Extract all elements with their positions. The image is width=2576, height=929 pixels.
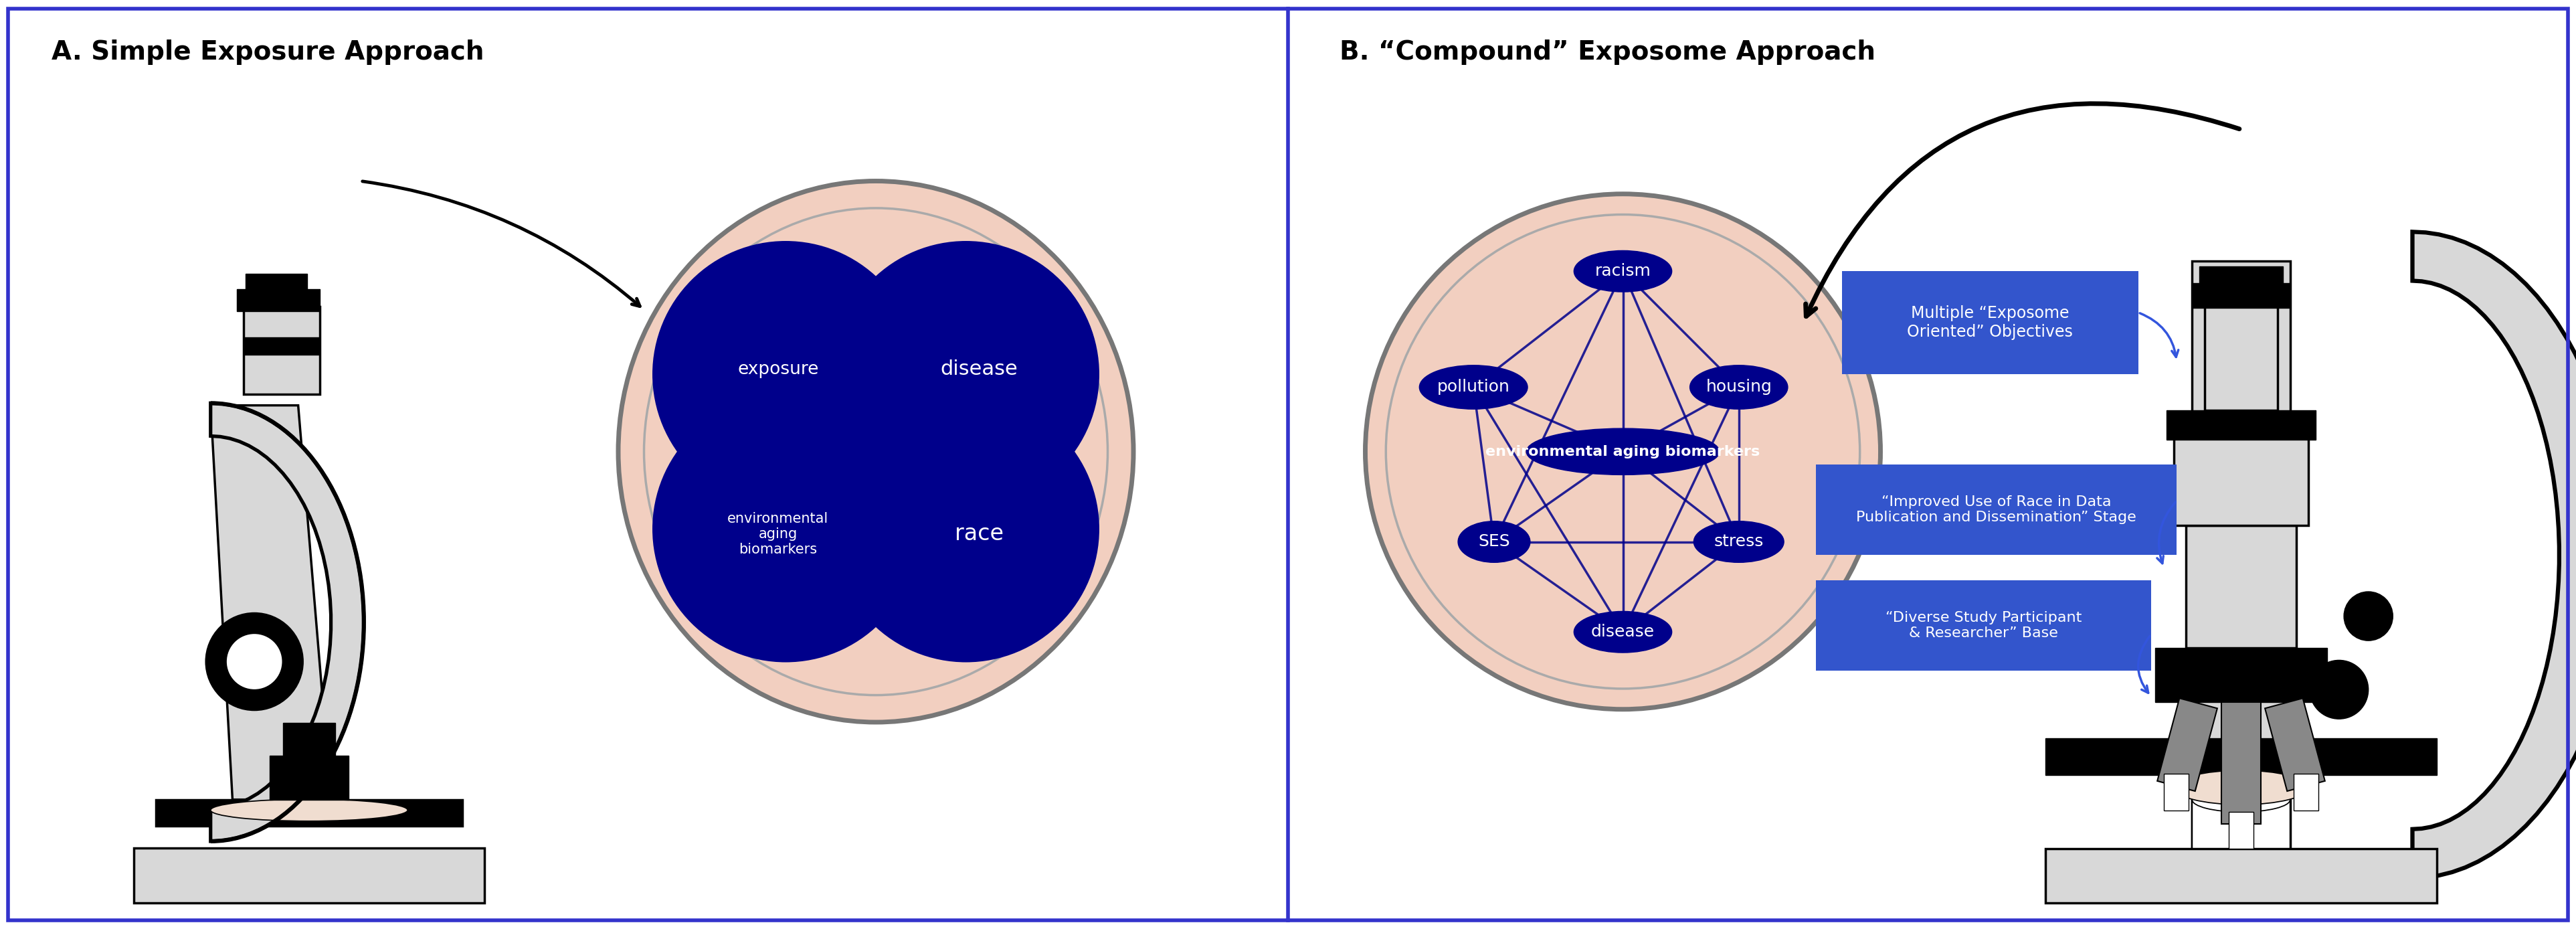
Bar [1816,581,2151,671]
Ellipse shape [618,181,1133,722]
Text: A. Simple Exposure Approach: A. Simple Exposure Approach [52,39,484,65]
Text: Multiple “Exposome
Oriented” Objectives: Multiple “Exposome Oriented” Objectives [1906,306,2074,340]
Bar [270,756,348,800]
Ellipse shape [644,208,1108,695]
Bar [1816,464,2177,555]
Bar [2192,283,2290,307]
Ellipse shape [1574,251,1672,292]
Ellipse shape [1458,521,1530,562]
Text: “Improved Use of Race in Data
Publication and Dissemination” Stage: “Improved Use of Race in Data Publicatio… [1857,495,2136,524]
Circle shape [227,634,283,690]
Text: exposure: exposure [737,360,819,378]
Bar [237,289,319,311]
Circle shape [2311,661,2367,719]
Ellipse shape [211,799,407,821]
Bar [2228,812,2254,849]
Polygon shape [242,307,319,395]
Polygon shape [2264,699,2326,792]
Text: pollution: pollution [1437,379,1510,395]
Bar [2045,739,2437,776]
Bar [2164,774,2190,810]
Bar [134,848,484,903]
Bar [2192,261,2290,849]
Polygon shape [211,403,363,842]
Text: “Diverse Study Participant
& Researcher” Base: “Diverse Study Participant & Researcher”… [1886,611,2081,640]
Text: environmental
aging
biomarkers: environmental aging biomarkers [726,512,829,556]
Ellipse shape [1690,365,1788,409]
Bar [2174,427,2308,526]
Bar [2192,800,2290,849]
Ellipse shape [1419,365,1528,409]
Ellipse shape [2192,788,2290,812]
Ellipse shape [799,387,953,516]
Ellipse shape [1574,611,1672,652]
Polygon shape [2411,232,2576,878]
Ellipse shape [1525,428,1721,475]
Bar [2045,849,2437,903]
Ellipse shape [1695,521,1783,562]
Text: disease: disease [940,360,1018,379]
Polygon shape [2156,699,2218,792]
Bar [283,723,335,756]
Bar [2156,648,2326,701]
Text: B. “Compound” Exposome Approach: B. “Compound” Exposome Approach [1340,39,1875,65]
Bar [2187,526,2295,648]
Polygon shape [2221,701,2262,824]
Polygon shape [211,405,330,800]
Text: disease: disease [1592,624,1654,640]
Circle shape [832,241,1100,507]
Circle shape [652,241,920,507]
Ellipse shape [1386,215,1860,688]
Text: environmental aging biomarkers: environmental aging biomarkers [1486,445,1759,458]
Circle shape [206,613,301,710]
Circle shape [832,396,1100,662]
Bar [1842,271,2138,374]
Ellipse shape [2174,770,2308,805]
Bar [245,274,307,289]
Bar [155,800,464,826]
Text: stress: stress [1713,534,1765,550]
Bar [242,337,319,355]
Text: housing: housing [1705,379,1772,395]
Bar [2293,774,2318,810]
Text: race: race [956,523,1002,545]
Circle shape [652,396,920,662]
Text: SES: SES [1479,534,1510,550]
Circle shape [2344,592,2393,641]
Bar [2200,266,2282,283]
Ellipse shape [1365,194,1880,710]
Bar [2205,300,2277,411]
Text: racism: racism [1595,263,1651,280]
Bar [2166,411,2316,440]
